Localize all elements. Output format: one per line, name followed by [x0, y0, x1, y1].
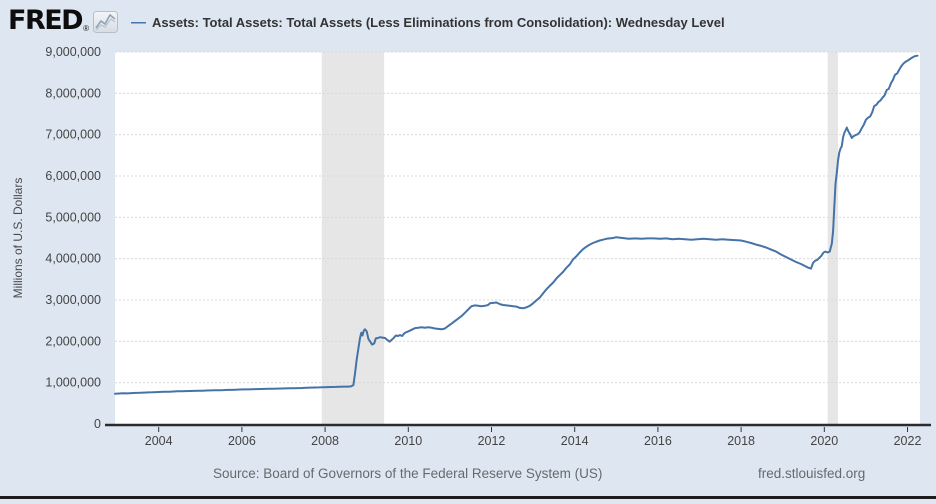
- fred-logo[interactable]: FRED ®: [8, 5, 118, 38]
- y-axis-title: Millions of U.S. Dollars: [11, 178, 25, 299]
- recession-band: [321, 52, 385, 424]
- y-tick-label: 4,000,000: [45, 252, 101, 266]
- y-tick-label: 6,000,000: [45, 169, 101, 183]
- bottom-divider-bar: [0, 496, 936, 499]
- plot-background: [115, 52, 920, 424]
- header: FRED ®: [8, 5, 118, 38]
- x-tick-label: 2006: [228, 434, 256, 448]
- y-tick-label: 7,000,000: [45, 128, 101, 142]
- series-legend-dash-icon: —: [131, 13, 146, 31]
- y-tick-label: 8,000,000: [45, 86, 101, 100]
- chart-legend: — Assets: Total Assets: Total Assets (Le…: [131, 13, 725, 31]
- x-tick-label: 2004: [145, 434, 173, 448]
- y-tick-label: 1,000,000: [45, 376, 101, 390]
- x-tick-label: 2018: [727, 434, 755, 448]
- x-tick-label: 2010: [394, 434, 422, 448]
- y-tick-label: 3,000,000: [45, 293, 101, 307]
- y-tick-label: 2,000,000: [45, 334, 101, 348]
- fred-site-link[interactable]: fred.stlouisfed.org: [758, 466, 866, 481]
- fred-logo-chart-icon: [93, 11, 118, 38]
- source-attribution-link[interactable]: Source: Board of Governors of the Federa…: [213, 466, 603, 481]
- y-tick-label: 5,000,000: [45, 210, 101, 224]
- x-tick-label: 2022: [894, 434, 922, 448]
- x-tick-label: 2008: [311, 434, 339, 448]
- x-tick-label: 2014: [561, 434, 589, 448]
- y-tick-label: 0: [94, 417, 101, 431]
- series-legend-label: Assets: Total Assets: Total Assets (Less…: [152, 15, 725, 30]
- x-tick-label: 2012: [478, 434, 506, 448]
- x-tick-label: 2016: [644, 434, 672, 448]
- fred-logo-text: FRED: [8, 5, 84, 36]
- series-line: [114, 54, 919, 395]
- y-tick-label: 9,000,000: [45, 45, 101, 59]
- x-tick-label: 2020: [810, 434, 838, 448]
- registered-trademark: ®: [83, 24, 89, 33]
